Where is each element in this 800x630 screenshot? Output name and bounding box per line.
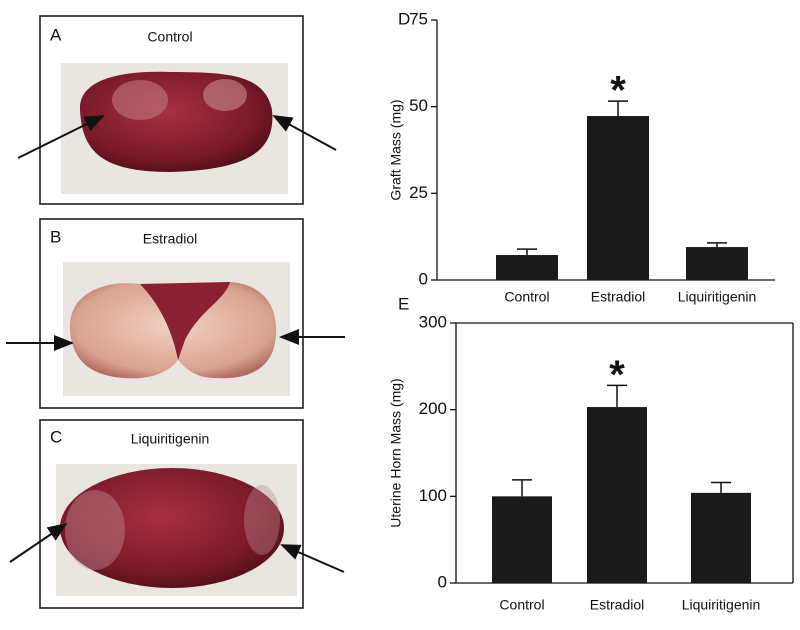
annotation: * bbox=[610, 69, 626, 113]
y-axis-label: Uterine Horn Mass (mg) bbox=[388, 378, 404, 527]
panel-letter: E bbox=[398, 294, 409, 313]
y-tick-label: 25 bbox=[409, 183, 428, 202]
x-tick-label: Liquiritigenin bbox=[682, 597, 761, 613]
x-tick-label: Estradiol bbox=[590, 597, 644, 613]
panel-letter: C bbox=[50, 427, 62, 446]
x-tick-label: Liquiritigenin bbox=[678, 289, 757, 305]
photo-panel bbox=[6, 218, 345, 409]
bar bbox=[496, 255, 558, 280]
panel-label: Liquiritigenin bbox=[131, 431, 210, 447]
bar bbox=[691, 492, 751, 583]
photo-panel bbox=[17, 15, 337, 205]
y-axis-label: Graft Mass (mg) bbox=[388, 99, 404, 200]
panel-letter: B bbox=[50, 227, 61, 246]
y-tick-label: 200 bbox=[419, 399, 447, 418]
y-tick-label: 0 bbox=[419, 269, 428, 288]
y-tick-label: 50 bbox=[409, 96, 428, 115]
panel-letter: D bbox=[398, 9, 410, 28]
x-tick-label: Control bbox=[504, 289, 549, 305]
y-tick-label: 300 bbox=[419, 312, 447, 331]
bar bbox=[587, 407, 647, 583]
y-tick-label: 75 bbox=[409, 9, 428, 28]
x-tick-label: Estradiol bbox=[591, 289, 645, 305]
y-tick-label: 100 bbox=[419, 486, 447, 505]
bar bbox=[492, 496, 552, 583]
bar bbox=[686, 247, 748, 280]
annotation: * bbox=[609, 353, 625, 397]
panel-letter: A bbox=[50, 25, 62, 44]
panel-label: Control bbox=[147, 29, 192, 45]
photo-panel bbox=[9, 419, 345, 609]
x-tick-label: Control bbox=[499, 597, 544, 613]
y-tick-label: 0 bbox=[438, 572, 447, 591]
panel-label: Estradiol bbox=[143, 231, 197, 247]
bar bbox=[587, 116, 649, 280]
